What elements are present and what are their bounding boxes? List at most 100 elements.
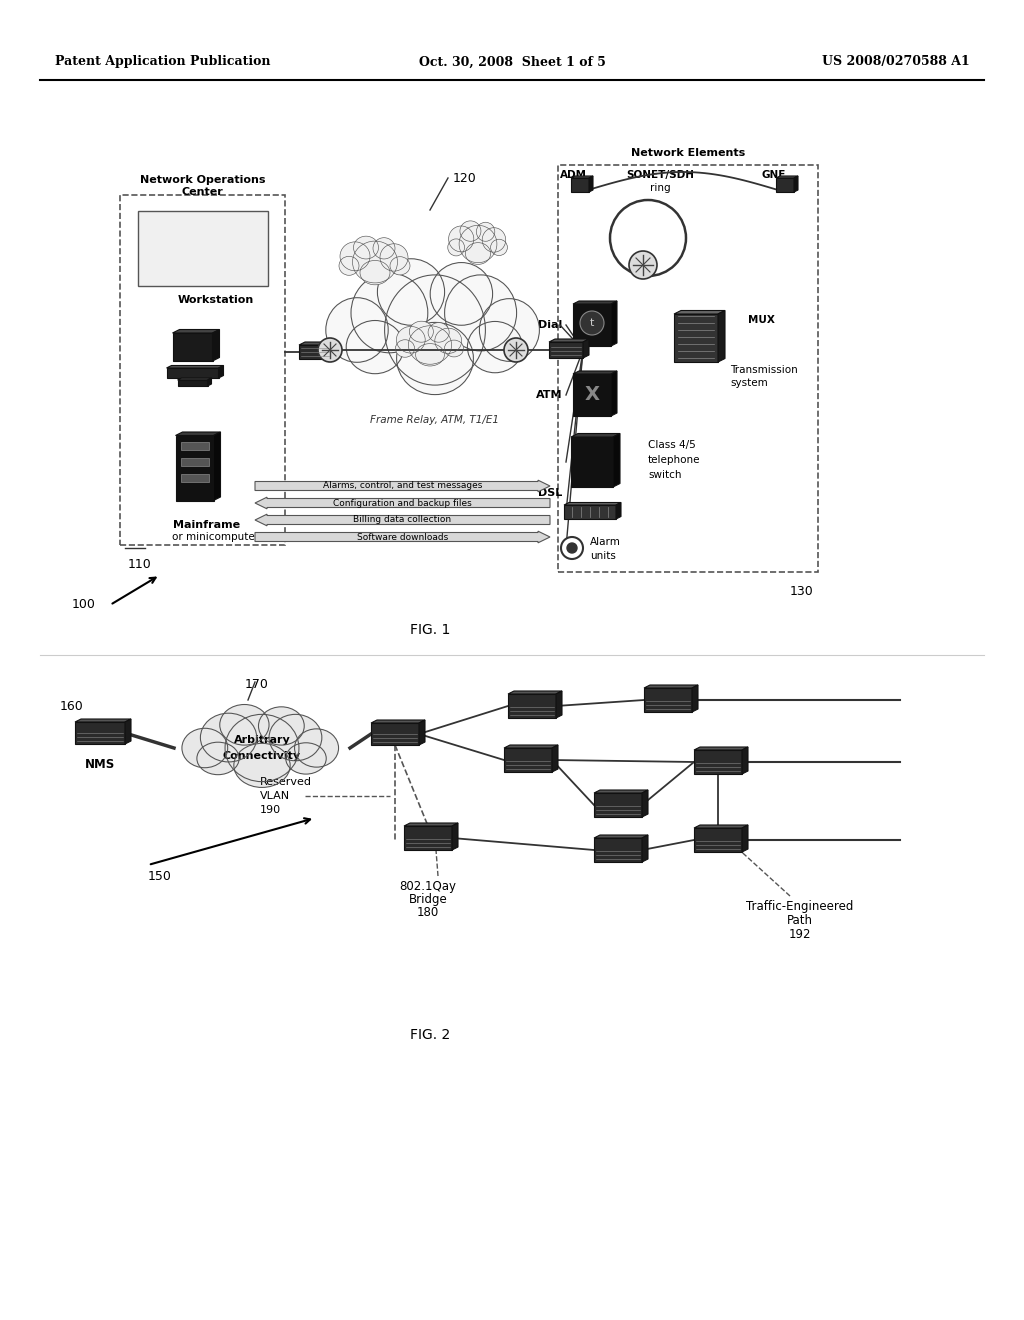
Text: Operations: Operations <box>168 231 237 242</box>
Ellipse shape <box>410 321 433 342</box>
Text: 120: 120 <box>454 172 477 185</box>
Polygon shape <box>419 719 425 744</box>
Ellipse shape <box>346 321 403 374</box>
Ellipse shape <box>430 263 493 325</box>
Text: 170: 170 <box>245 678 269 690</box>
Text: Configuration and backup files: Configuration and backup files <box>333 499 472 507</box>
Bar <box>558 165 818 572</box>
Polygon shape <box>594 838 642 862</box>
Text: Network Elements: Network Elements <box>631 148 745 158</box>
Ellipse shape <box>459 226 497 263</box>
Polygon shape <box>573 301 617 304</box>
Ellipse shape <box>340 242 370 271</box>
Polygon shape <box>167 366 223 368</box>
Bar <box>120 195 285 545</box>
Text: DSL: DSL <box>538 488 562 498</box>
Polygon shape <box>776 178 794 191</box>
Ellipse shape <box>269 714 322 760</box>
Circle shape <box>318 338 342 362</box>
Text: units: units <box>590 550 615 561</box>
Text: Path: Path <box>787 913 813 927</box>
Polygon shape <box>556 690 562 718</box>
Text: FIG. 2: FIG. 2 <box>410 1028 451 1041</box>
Text: 190: 190 <box>260 805 282 814</box>
Text: Support: Support <box>177 243 227 253</box>
Ellipse shape <box>258 706 304 744</box>
Text: Network Operations: Network Operations <box>139 176 265 185</box>
Bar <box>180 458 209 466</box>
Polygon shape <box>644 685 698 688</box>
Text: Reserved: Reserved <box>260 777 312 787</box>
Ellipse shape <box>353 236 379 259</box>
Ellipse shape <box>378 259 444 325</box>
Polygon shape <box>504 744 558 748</box>
Polygon shape <box>177 380 208 385</box>
Polygon shape <box>611 371 617 416</box>
Ellipse shape <box>201 713 257 762</box>
Polygon shape <box>371 719 425 723</box>
Text: 802.1Qay: 802.1Qay <box>399 880 457 894</box>
Ellipse shape <box>460 220 481 242</box>
Polygon shape <box>794 176 798 191</box>
Text: Oct. 30, 2008  Sheet 1 of 5: Oct. 30, 2008 Sheet 1 of 5 <box>419 55 605 69</box>
Text: Traffic-Engineered: Traffic-Engineered <box>746 900 854 913</box>
Polygon shape <box>213 330 219 360</box>
FancyArrow shape <box>255 480 550 492</box>
Ellipse shape <box>409 326 452 364</box>
Ellipse shape <box>286 743 327 774</box>
Polygon shape <box>218 366 223 378</box>
Text: GNE: GNE <box>762 170 786 180</box>
Text: X.25: X.25 <box>467 231 489 242</box>
Polygon shape <box>508 694 556 718</box>
Polygon shape <box>573 304 611 346</box>
Ellipse shape <box>482 227 506 252</box>
Text: line: line <box>367 267 384 277</box>
Bar <box>180 474 209 482</box>
Polygon shape <box>549 339 589 342</box>
Ellipse shape <box>476 222 495 242</box>
Polygon shape <box>452 822 458 850</box>
Text: Software downloads: Software downloads <box>357 532 449 541</box>
Text: Systems: Systems <box>176 255 229 265</box>
Text: Alarms, control, and test messages: Alarms, control, and test messages <box>323 482 482 491</box>
Circle shape <box>580 312 604 335</box>
Polygon shape <box>504 748 552 772</box>
Text: FIG. 1: FIG. 1 <box>410 623 451 638</box>
Polygon shape <box>718 310 725 362</box>
Polygon shape <box>642 789 648 817</box>
Polygon shape <box>571 433 620 437</box>
Text: ring: ring <box>649 183 671 193</box>
Ellipse shape <box>465 243 490 264</box>
Ellipse shape <box>197 742 240 775</box>
Polygon shape <box>589 176 593 191</box>
Polygon shape <box>172 330 219 333</box>
Polygon shape <box>75 719 131 722</box>
Text: Workstation: Workstation <box>177 294 254 305</box>
Polygon shape <box>594 836 648 838</box>
Ellipse shape <box>449 226 474 252</box>
Polygon shape <box>172 333 213 360</box>
Text: Frame Relay, ATM, T1/E1: Frame Relay, ATM, T1/E1 <box>371 414 500 425</box>
Polygon shape <box>175 432 220 436</box>
Polygon shape <box>694 828 742 851</box>
FancyArrow shape <box>255 498 550 508</box>
Polygon shape <box>573 371 617 374</box>
Text: Arbitrary: Arbitrary <box>233 735 291 744</box>
Text: MUX: MUX <box>748 315 775 325</box>
Polygon shape <box>616 503 621 519</box>
Ellipse shape <box>490 239 508 256</box>
Polygon shape <box>571 178 589 191</box>
Text: Mainframe: Mainframe <box>172 520 240 531</box>
Polygon shape <box>552 744 558 772</box>
Text: or minicomputer: or minicomputer <box>172 532 260 543</box>
Text: Center: Center <box>181 187 223 197</box>
Polygon shape <box>125 719 131 744</box>
Text: IP/OSI: IP/OSI <box>416 341 444 350</box>
Text: US 2008/0270588 A1: US 2008/0270588 A1 <box>822 55 970 69</box>
Polygon shape <box>694 750 742 774</box>
Ellipse shape <box>373 238 395 259</box>
Polygon shape <box>573 374 611 416</box>
Text: Dialup,: Dialup, <box>357 247 392 257</box>
Ellipse shape <box>380 244 408 271</box>
Polygon shape <box>571 176 593 178</box>
